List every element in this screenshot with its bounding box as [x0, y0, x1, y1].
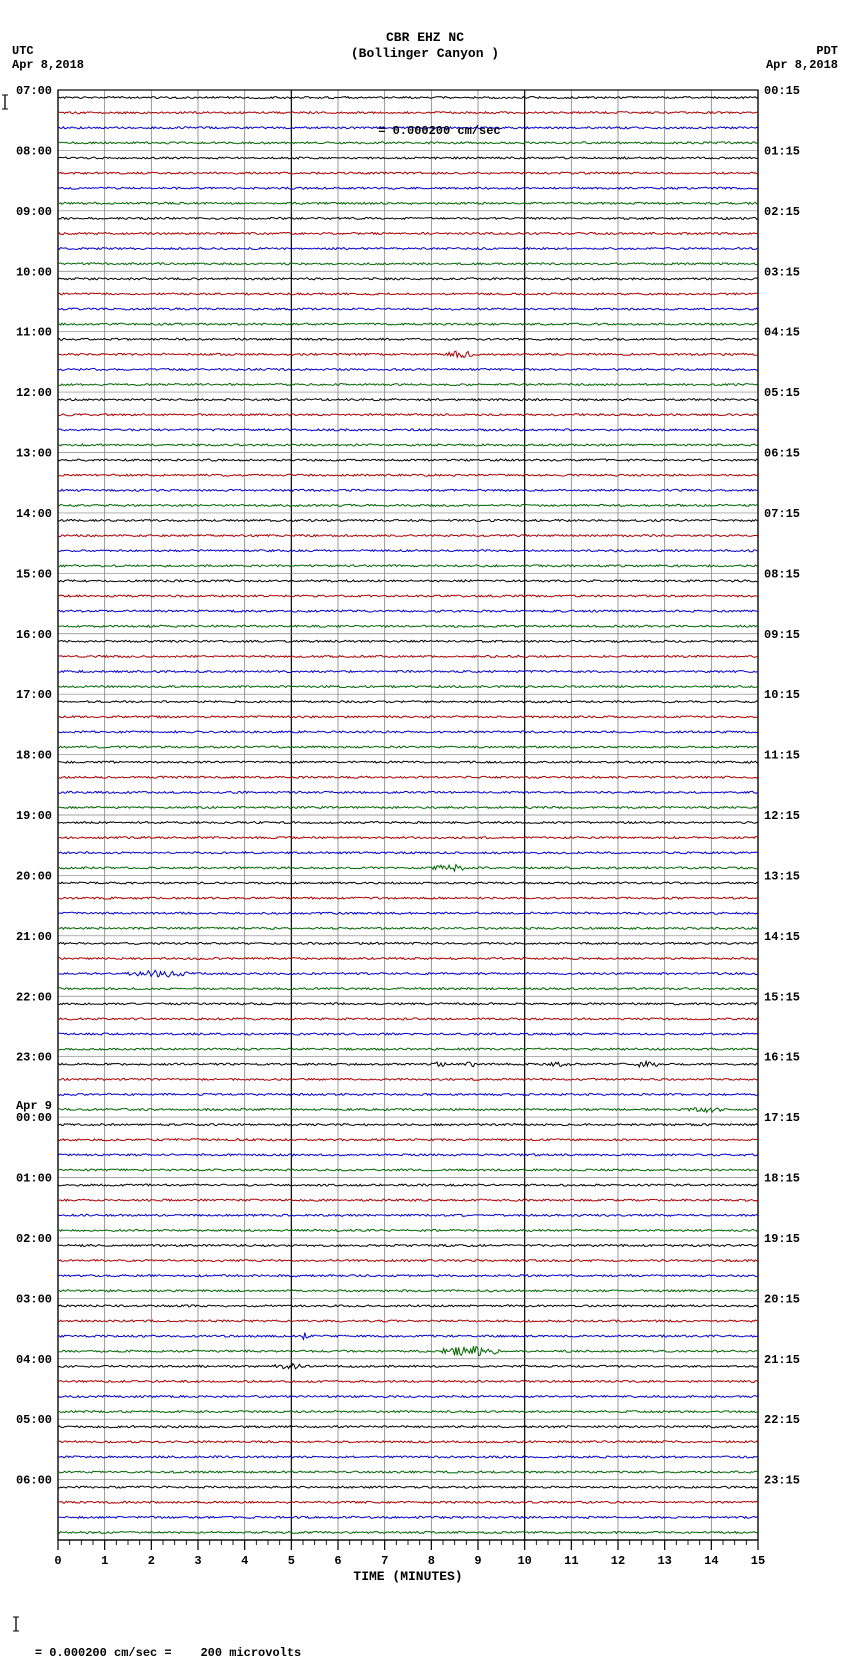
- scale-bar-icon: [0, 94, 10, 110]
- pdt-hour-label: 16:15: [764, 1051, 800, 1065]
- pdt-hour-label: 09:15: [764, 628, 800, 642]
- utc-hour-label: 09:00: [16, 205, 52, 219]
- x-tick-label: 11: [564, 1554, 578, 1568]
- x-tick-label: 2: [148, 1554, 155, 1568]
- pdt-hour-label: 15:15: [764, 990, 800, 1004]
- x-tick-label: 10: [517, 1554, 531, 1568]
- pdt-hour-label: 11:15: [764, 749, 800, 763]
- seismogram-plot: 07:0008:0009:0010:0011:0012:0013:0014:00…: [0, 0, 850, 1613]
- x-tick-label: 8: [428, 1554, 435, 1568]
- x-tick-label: 0: [54, 1554, 61, 1568]
- pdt-hour-label: 14:15: [764, 930, 800, 944]
- x-tick-label: 14: [704, 1554, 718, 1568]
- x-tick-label: 6: [334, 1554, 341, 1568]
- utc-hour-label: 03:00: [16, 1292, 52, 1306]
- pdt-hour-label: 18:15: [764, 1172, 800, 1186]
- x-tick-label: 7: [381, 1554, 388, 1568]
- pdt-hour-label: 12:15: [764, 809, 800, 823]
- footer-scale-bar-icon: [6, 1616, 22, 1632]
- figure-root: UTC Apr 8,2018 PDT Apr 8,2018 CBR EHZ NC…: [0, 0, 850, 1613]
- utc-hour-label: 11:00: [16, 326, 52, 340]
- utc-hour-label: 23:00: [16, 1051, 52, 1065]
- pdt-hour-label: 13:15: [764, 869, 800, 883]
- pdt-hour-label: 02:15: [764, 205, 800, 219]
- pdt-hour-label: 07:15: [764, 507, 800, 521]
- x-tick-label: 4: [241, 1554, 248, 1568]
- footer-scale-text: = 0.000200 cm/sec = 200 microvolts: [35, 1646, 301, 1660]
- utc-hour-label: 01:00: [16, 1172, 52, 1186]
- pdt-hour-label: 21:15: [764, 1353, 800, 1367]
- x-tick-label: 5: [288, 1554, 295, 1568]
- pdt-hour-label: 03:15: [764, 265, 800, 279]
- utc-hour-label: 22:00: [16, 990, 52, 1004]
- pdt-hour-label: 06:15: [764, 447, 800, 461]
- utc-hour-label: 06:00: [16, 1474, 52, 1488]
- utc-hour-label: 05:00: [16, 1413, 52, 1427]
- pdt-hour-label: 23:15: [764, 1474, 800, 1488]
- pdt-hour-label: 22:15: [764, 1413, 800, 1427]
- utc-hour-label: 19:00: [16, 809, 52, 823]
- utc-hour-label: 14:00: [16, 507, 52, 521]
- x-tick-label: 12: [611, 1554, 625, 1568]
- utc-hour-label: 00:00: [16, 1111, 52, 1125]
- utc-hour-label: 18:00: [16, 749, 52, 763]
- x-tick-label: 1: [101, 1554, 108, 1568]
- utc-hour-label: 10:00: [16, 265, 52, 279]
- utc-hour-label: 13:00: [16, 447, 52, 461]
- pdt-hour-label: 04:15: [764, 326, 800, 340]
- x-tick-label: 15: [751, 1554, 765, 1568]
- header-scale: = 0.000200 cm/sec: [0, 66, 850, 152]
- utc-hour-label: 02:00: [16, 1232, 52, 1246]
- pdt-hour-label: 08:15: [764, 567, 800, 581]
- utc-hour-label: 04:00: [16, 1353, 52, 1367]
- utc-hour-label: 17:00: [16, 688, 52, 702]
- pdt-hour-label: 19:15: [764, 1232, 800, 1246]
- header-scale-text: = 0.000200 cm/sec: [378, 124, 500, 138]
- header-station: CBR EHZ NC: [0, 30, 850, 45]
- utc-hour-label: 20:00: [16, 869, 52, 883]
- utc-hour-label: 21:00: [16, 930, 52, 944]
- pdt-hour-label: 17:15: [764, 1111, 800, 1125]
- header-location: (Bollinger Canyon ): [0, 46, 850, 61]
- utc-hour-label: 16:00: [16, 628, 52, 642]
- x-tick-label: 9: [474, 1554, 481, 1568]
- x-axis-title: TIME (MINUTES): [353, 1569, 462, 1584]
- x-tick-label: 13: [657, 1554, 671, 1568]
- pdt-hour-label: 20:15: [764, 1292, 800, 1306]
- pdt-hour-label: 10:15: [764, 688, 800, 702]
- utc-hour-label: 15:00: [16, 567, 52, 581]
- footer-scale: = 0.000200 cm/sec = 200 microvolts: [6, 1588, 301, 1674]
- pdt-hour-label: 05:15: [764, 386, 800, 400]
- x-tick-label: 3: [194, 1554, 201, 1568]
- utc-hour-label: 12:00: [16, 386, 52, 400]
